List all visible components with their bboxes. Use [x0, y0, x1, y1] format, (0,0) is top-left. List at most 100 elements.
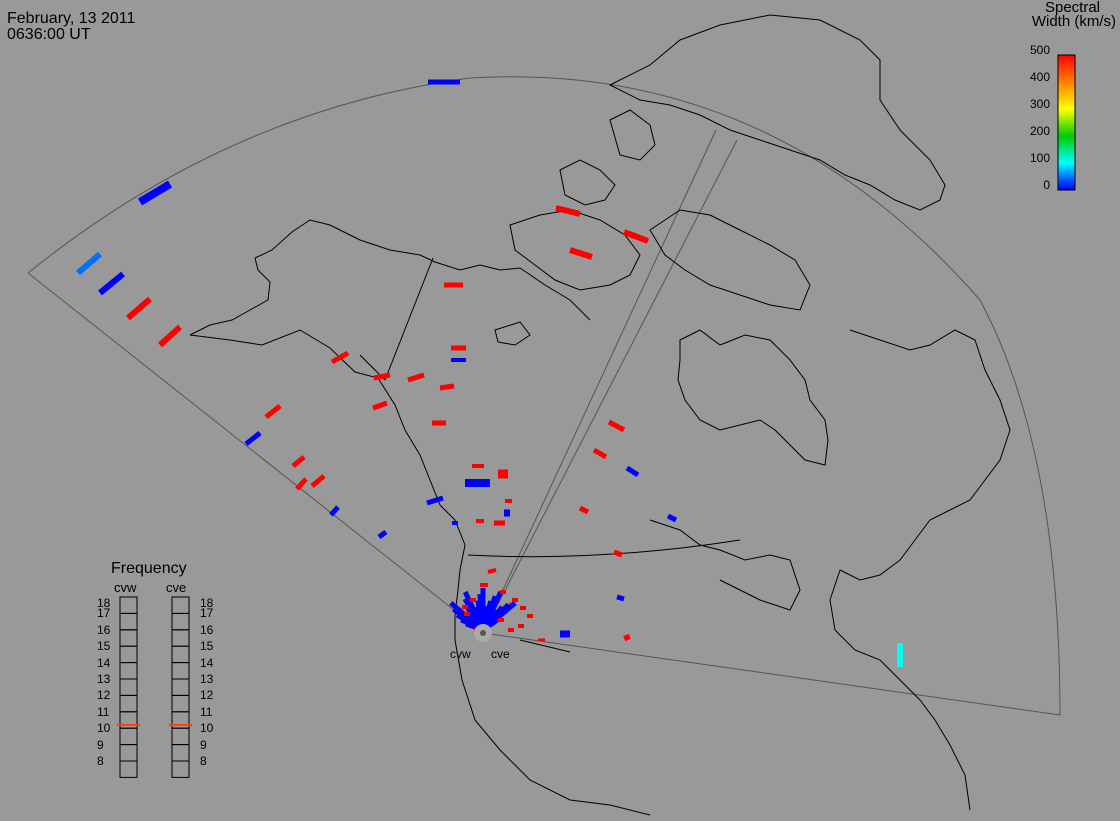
borders [359, 257, 741, 653]
coast-greenland [608, 14, 946, 211]
coast-arctic-islands-3 [609, 109, 656, 161]
echo-cell [487, 568, 497, 574]
fov-outer-arc [27, 76, 1061, 716]
field-of-view [27, 76, 1061, 716]
frequency-scale-cell [171, 744, 190, 762]
colorbar-tick-label: 500 [1029, 43, 1050, 57]
site-label-cve: cve [491, 647, 510, 661]
frequency-scale-cell [119, 629, 138, 647]
coast-east-us [829, 569, 971, 811]
echo-cell [613, 549, 623, 558]
frequency-scale-label: 12 [97, 688, 111, 703]
echo-cell [126, 296, 152, 321]
frequency-scale-label: 13 [200, 672, 214, 686]
frequency-scale-label: 18 [200, 596, 214, 610]
echo-cell [470, 598, 476, 602]
echo-cell [377, 529, 388, 540]
frequency-scale-cell [119, 645, 138, 664]
echo-cell [137, 180, 173, 206]
echo-cell [569, 247, 593, 260]
frequency-label-cve: cve [166, 580, 187, 595]
frequency-scale-label: 14 [97, 655, 111, 670]
echo-cell [295, 477, 308, 491]
frequency-scale-cell [119, 678, 138, 696]
colorbar-title-line2: Width (km/s) [1031, 13, 1116, 30]
frequency-scale-label: 9 [97, 737, 104, 752]
echo-cell [508, 628, 514, 632]
coastlines [189, 14, 1011, 816]
frequency-scale-label: 16 [200, 622, 214, 637]
echo-cell [330, 350, 350, 365]
frequency-scale-cell [171, 727, 190, 746]
echo-cell [329, 505, 340, 517]
echo-cell [616, 594, 625, 602]
frequency-scale-label: 13 [97, 672, 111, 686]
frequency-scale-cell [119, 744, 138, 762]
colorbar-tick-label: 400 [1029, 70, 1050, 84]
echo-cell [625, 465, 640, 478]
frequency-scale-label: 10 [97, 721, 111, 736]
echo-cell [555, 205, 581, 217]
frequency-scale-cell [119, 612, 138, 631]
frequency-scale-cell [171, 612, 190, 631]
coast-victoria-island [494, 321, 531, 346]
frequency-scale-cell [119, 694, 138, 713]
coast-arctic-islands-2 [559, 159, 616, 206]
coast-great-lakes [649, 519, 801, 611]
frequency-scale-cell [119, 727, 138, 746]
echo-cell [407, 372, 425, 383]
colorbar-tick-label: 100 [1029, 151, 1050, 165]
echo-cell [76, 251, 102, 276]
frequency-scale-cell [171, 662, 190, 680]
frequency-scale-cell [171, 645, 190, 664]
coast-hudson-bay [677, 329, 829, 466]
frequency-scale-label: 11 [97, 704, 110, 719]
echo-cell [512, 598, 518, 602]
frequency-scale-label: 17 [97, 606, 111, 621]
frequency-title: Frequency [111, 560, 187, 577]
frequency-scale-label: 8 [200, 754, 207, 768]
coast-alaska-north [254, 219, 591, 321]
frequency-scale-label: 18 [97, 596, 111, 610]
radar-echoes [76, 79, 903, 667]
border-us-canada-49th [467, 539, 741, 558]
echo-cell [310, 474, 326, 488]
echo-cell [500, 590, 506, 594]
echo-cell [622, 229, 650, 244]
echo-cell [607, 419, 626, 433]
colorbar-tick-label: 300 [1029, 97, 1050, 111]
echo-cell [439, 383, 455, 391]
frequency-scale-label: 10 [200, 721, 214, 736]
border-alaska-yukon [384, 257, 434, 381]
frequency-scale-cell [171, 596, 190, 614]
frequency-scale-cell [119, 662, 138, 680]
echo-cell [578, 505, 590, 515]
frequency-scale-label: 11 [200, 704, 213, 719]
frequency-scale-cell [171, 694, 190, 713]
frequency-scale-label: 8 [97, 754, 104, 768]
echo-cell [666, 513, 678, 523]
radar-site-marker [474, 624, 492, 642]
echo-cell [498, 618, 504, 622]
frequency-scale-label: 16 [97, 622, 111, 637]
echo-cell [520, 606, 526, 610]
echo-cell [464, 612, 470, 616]
fov-beam-boundary-1 [482, 129, 717, 634]
echo-cell [518, 624, 524, 628]
frequency-scale-label: 12 [200, 688, 214, 703]
site-label-cvw: cvw [450, 647, 471, 661]
frequency-scale-cell [171, 629, 190, 647]
echo-cell [291, 455, 306, 468]
echo-cell [623, 633, 631, 642]
colorbar-tick-label: 200 [1029, 124, 1050, 138]
echo-cell [592, 447, 608, 460]
frequency-scale-cell [119, 596, 138, 614]
coast-alaska-west [189, 257, 271, 336]
border-us-canada-east [519, 639, 571, 653]
frequency-label-cvw: cvw [114, 580, 137, 595]
echo-cell [372, 400, 388, 411]
frequency-scale-label: 15 [200, 639, 214, 654]
echo-cell [244, 431, 262, 446]
coast-baffin [649, 209, 811, 311]
